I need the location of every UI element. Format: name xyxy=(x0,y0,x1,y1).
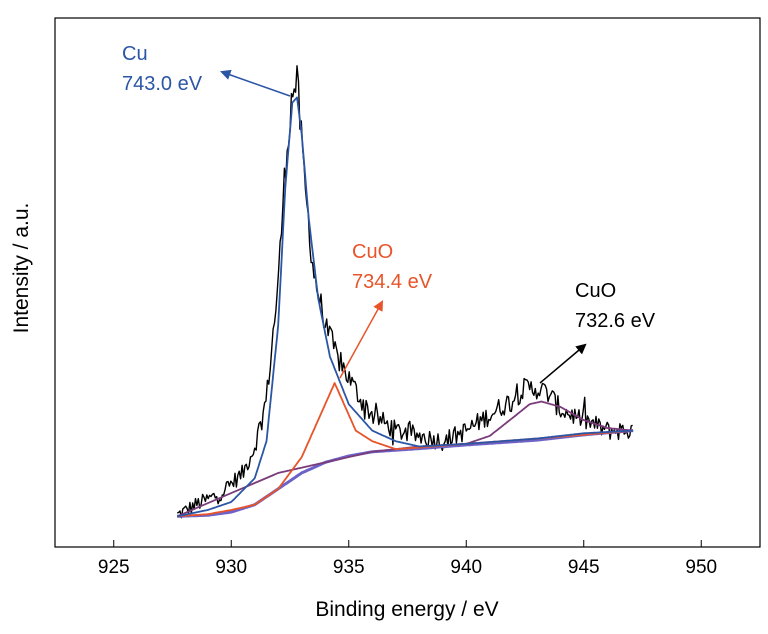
annotation-arrow xyxy=(220,69,291,97)
annotation-energy: 734.4 eV xyxy=(352,271,433,293)
x-tick-label: 935 xyxy=(333,557,365,578)
annotation-species: Cu xyxy=(122,43,148,65)
x-tick-label: 940 xyxy=(450,557,482,578)
x-axis-label: Binding energy / eV xyxy=(315,598,498,621)
annotations: Cu 743.0 eV CuO 734.4 eV CuO 732.6 eV xyxy=(122,43,656,384)
annotation-energy: 743.0 eV xyxy=(122,73,203,95)
x-tick-label: 930 xyxy=(215,557,247,578)
series-line-cu xyxy=(177,96,634,518)
annotation-arrow xyxy=(539,343,587,384)
series-line-cuo_2 xyxy=(176,400,634,518)
annotation-arrow xyxy=(339,300,384,379)
series-layer xyxy=(176,65,634,519)
annotation-species: CuO xyxy=(352,241,393,263)
x-tick-label: 925 xyxy=(98,557,130,578)
annotation-energy: 732.6 eV xyxy=(575,310,656,332)
x-tick-label: 945 xyxy=(568,557,600,578)
plot-frame xyxy=(54,17,761,548)
annotation-species: CuO xyxy=(575,280,616,302)
y-axis-label: Intensity / a.u. xyxy=(10,203,33,334)
x-ticks: 925 930 935 940 945 950 xyxy=(98,540,717,578)
x-tick-label: 950 xyxy=(685,557,717,578)
series-line-raw xyxy=(176,65,633,519)
